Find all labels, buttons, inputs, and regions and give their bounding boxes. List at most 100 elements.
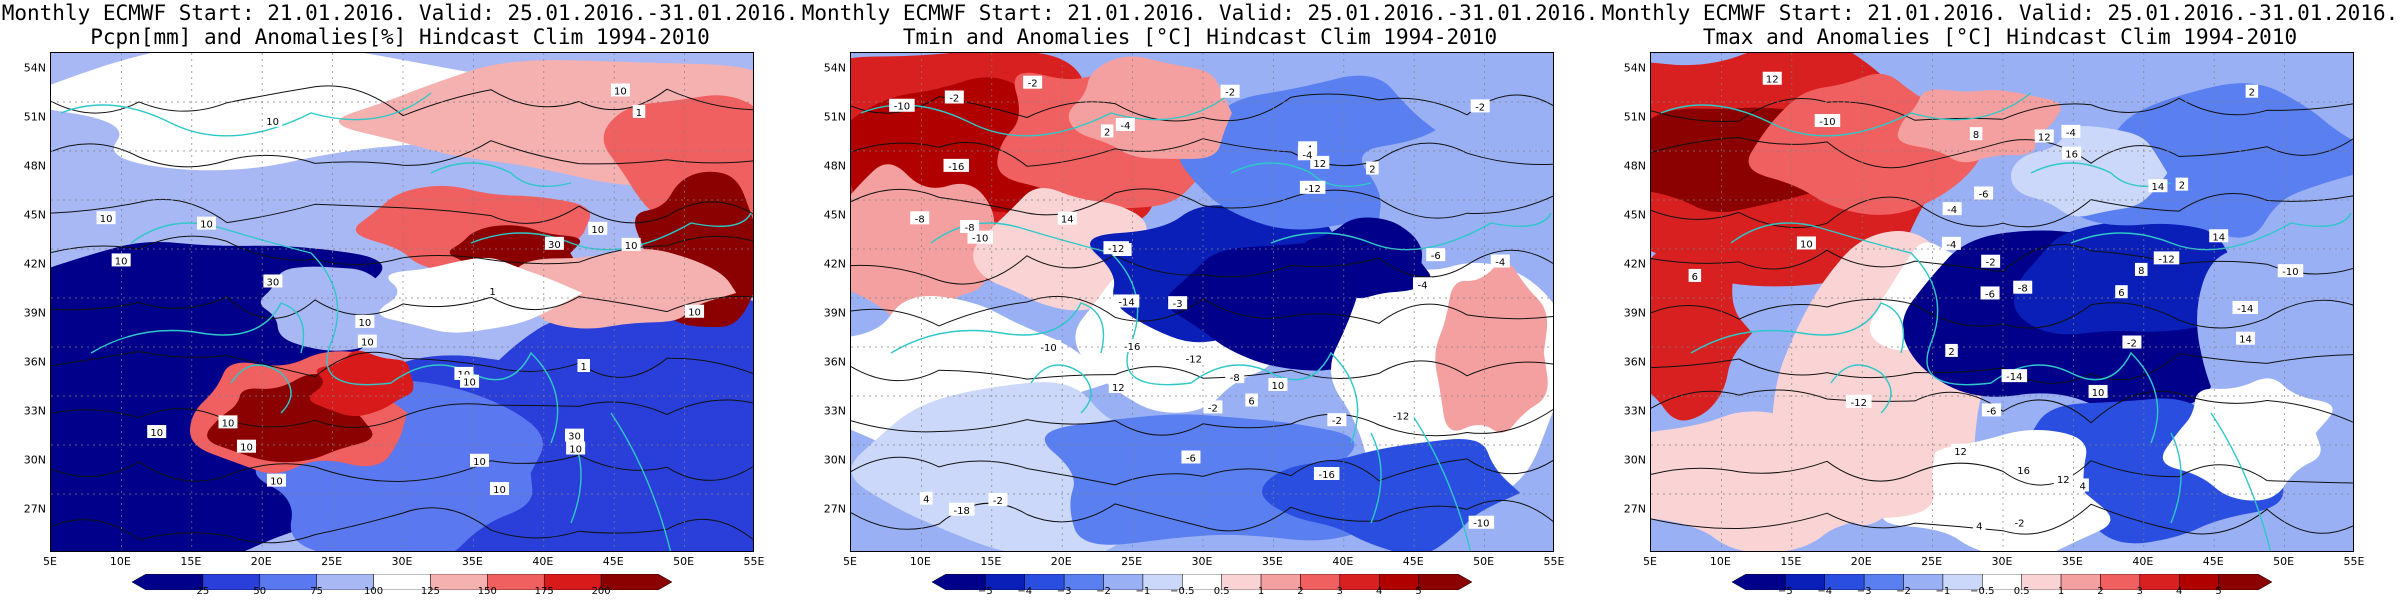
contour-label: -12 [1181,351,1207,365]
colorbar-tick-label: 100 [364,586,384,597]
coastline [90,302,305,354]
colorbar-tick-label: −1 [1135,586,1151,597]
panel-tmax: Monthly ECMWF Start: 21.01.2016. Valid: … [1600,0,2400,600]
contour-label: 4 [920,491,933,506]
svg-text:30: 30 [548,240,561,251]
contour-label: 10 [460,374,480,389]
contour-label: -6 [1181,450,1201,465]
svg-text:10: 10 [2092,388,2105,399]
contour-label: 10 [236,439,256,454]
contour-label: -4 [2061,124,2081,139]
contour-label: -10 [967,230,993,245]
contour-label: -8 [2013,280,2033,295]
colorbar-segment [1339,574,1380,590]
colorbar-segment [1378,574,1419,590]
contour-label: -14 [1113,294,1140,308]
contour-line [51,399,753,428]
colorbar-tick-label: −0.5 [1970,586,1995,597]
svg-text:-12: -12 [1851,398,1867,409]
contour-label: 6 [1688,268,1702,283]
contour-line [1651,136,2353,169]
colorbar-segment [1260,574,1301,590]
contour-label: -4 [1115,118,1135,132]
contour-line [1651,460,2353,486]
longitude-label: 55E [743,555,765,568]
colorbar-segment [600,574,672,590]
colorbar-tick-label: −5 [978,586,993,597]
svg-text:10: 10 [614,87,627,98]
contour-label: -8 [1225,370,1245,384]
svg-text:-4: -4 [1946,240,1956,251]
anomaly-region [379,257,583,333]
svg-text:2: 2 [2179,181,2185,192]
contour-label: 10 [588,221,608,236]
svg-text:-3: -3 [1173,299,1183,310]
contour-label: 30 [263,274,283,288]
svg-text:-12: -12 [2158,254,2174,265]
longitude-label: 50E [1473,555,1495,568]
contour-line [51,85,753,117]
contour-label: -10 [1035,340,1062,354]
svg-text:10: 10 [150,428,163,439]
svg-text:4: 4 [1976,522,1982,533]
panel-title-line2: Tmax and Anomalies [°C] Hindcast Clim 19… [1702,25,2298,49]
contour-label: -2 [1981,254,2001,269]
longitude-label: 30E [1191,555,1213,568]
contour-label: -2 [1220,84,1240,99]
contour-label: -2 [1023,75,1043,90]
longitude-label: 45E [1402,555,1424,568]
colorbar-tick-label: 0.5 [2013,586,2030,597]
svg-text:30: 30 [568,432,581,443]
contour-label: -6 [1974,186,1994,200]
contour-label: 30 [544,236,564,251]
contour-label: -6 [1981,403,2001,417]
latitude-label: 51N [1623,110,1646,124]
longitude-label: 10E [909,555,931,568]
latitude-label: 27N [23,502,46,516]
svg-text:-10: -10 [1819,117,1835,128]
svg-text:-10: -10 [894,102,910,113]
contour-label: 6 [1245,393,1258,407]
svg-text:12: 12 [1766,75,1779,86]
contour-label: -4 [1412,277,1432,291]
longitude-label: 15E [1780,555,1802,568]
coastline [1830,364,1892,414]
contour-label: -12 [2153,251,2180,265]
contour-label: 2 [2245,84,2259,99]
longitude-label: 10E [109,555,131,568]
svg-text:-4: -4 [1120,121,1130,132]
svg-text:-6: -6 [1431,251,1441,262]
anomaly-region [1651,410,1936,551]
svg-text:1: 1 [581,362,587,373]
tmax-colorbar [1732,574,2272,590]
contour-label: 8 [2135,262,2148,277]
longitude-label: 35E [2061,555,2083,568]
anomaly-region [1882,429,2111,551]
svg-text:30: 30 [267,277,280,288]
latitude-label: 33N [823,404,846,418]
colorbar-tick-label: 4 [2176,586,2183,597]
coastline [2030,162,2172,188]
colorbar-segment [259,574,317,590]
anomaly-region [310,350,414,416]
svg-text:-2: -2 [1332,416,1342,427]
contour-label: 14 [2209,229,2229,243]
contour-label: -2 [944,90,964,105]
panel-title-line1: Monthly ECMWF Start: 21.01.2016. Valid: … [1601,1,2399,25]
contour-label: -2 [2009,515,2029,530]
svg-text:12: 12 [2057,475,2070,486]
contour-label: 8 [1969,127,1983,141]
contour-label: 10 [490,482,510,496]
colorbar-tick-label: 25 [196,586,210,597]
svg-text:10: 10 [100,214,113,225]
longitude-label: 50E [673,555,695,568]
colorbar-tick-label: −1 [1935,586,1951,597]
svg-text:-2: -2 [993,496,1003,507]
colorbar-segment [2178,574,2219,590]
longitude-label: 50E [2273,555,2295,568]
contour-label: 10 [566,441,586,455]
svg-text:10: 10 [200,220,213,231]
latitude-label: 54N [23,61,46,75]
coastline [1370,412,1472,551]
contour-label: -14 [2232,300,2259,315]
